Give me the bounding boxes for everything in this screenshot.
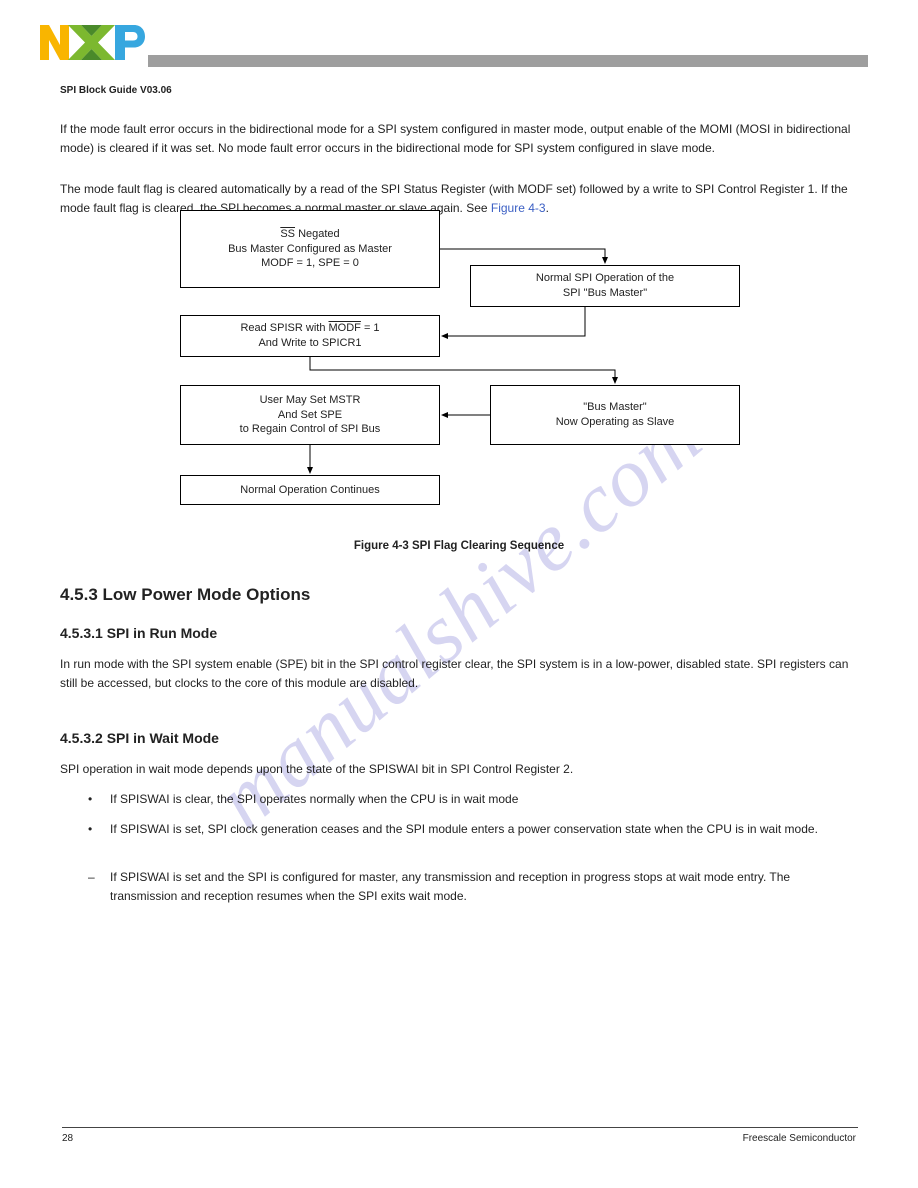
nxp-logo [40, 20, 145, 65]
bullet-2b-text: If SPISWAI is set and the SPI is configu… [110, 870, 790, 903]
header-rule [148, 55, 868, 67]
intro-text-1: If the mode fault error occurs in the bi… [60, 122, 850, 155]
footer-company: Freescale Semiconductor [743, 1133, 856, 1144]
para-4-5-3-1: In run mode with the SPI system enable (… [60, 655, 858, 692]
footer-page-number: 28 [62, 1133, 73, 1144]
footer-rule [62, 1127, 858, 1128]
heading-4-5-3-1: 4.5.3.1 SPI in Run Mode [60, 625, 217, 641]
bullet-2: • If SPISWAI is set, SPI clock generatio… [110, 820, 858, 839]
bullet-2a-text: If SPISWAI is set, SPI clock generation … [110, 822, 818, 836]
para-4-5-3-2a: SPI operation in wait mode depends upon … [60, 760, 858, 779]
section-label: SPI Block Guide V03.06 [60, 85, 172, 96]
figure-caption: Figure 4-3 SPI Flag Clearing Sequence [0, 540, 918, 552]
bullet-2b: – If SPISWAI is set and the SPI is confi… [110, 868, 858, 905]
flowchart: SS Negated Bus Master Configured as Mast… [60, 210, 860, 540]
bullet-1-text: If SPISWAI is clear, the SPI operates no… [110, 792, 518, 806]
intro-paragraph: If the mode fault error occurs in the bi… [60, 120, 858, 157]
heading-4-5-3-2: 4.5.3.2 SPI in Wait Mode [60, 730, 219, 746]
flowchart-arrows [60, 210, 860, 540]
heading-4-5-3: 4.5.3 Low Power Mode Options [60, 585, 310, 605]
page: SPI Block Guide V03.06 If the mode fault… [0, 0, 918, 1188]
bullet-1: • If SPISWAI is clear, the SPI operates … [110, 790, 858, 809]
